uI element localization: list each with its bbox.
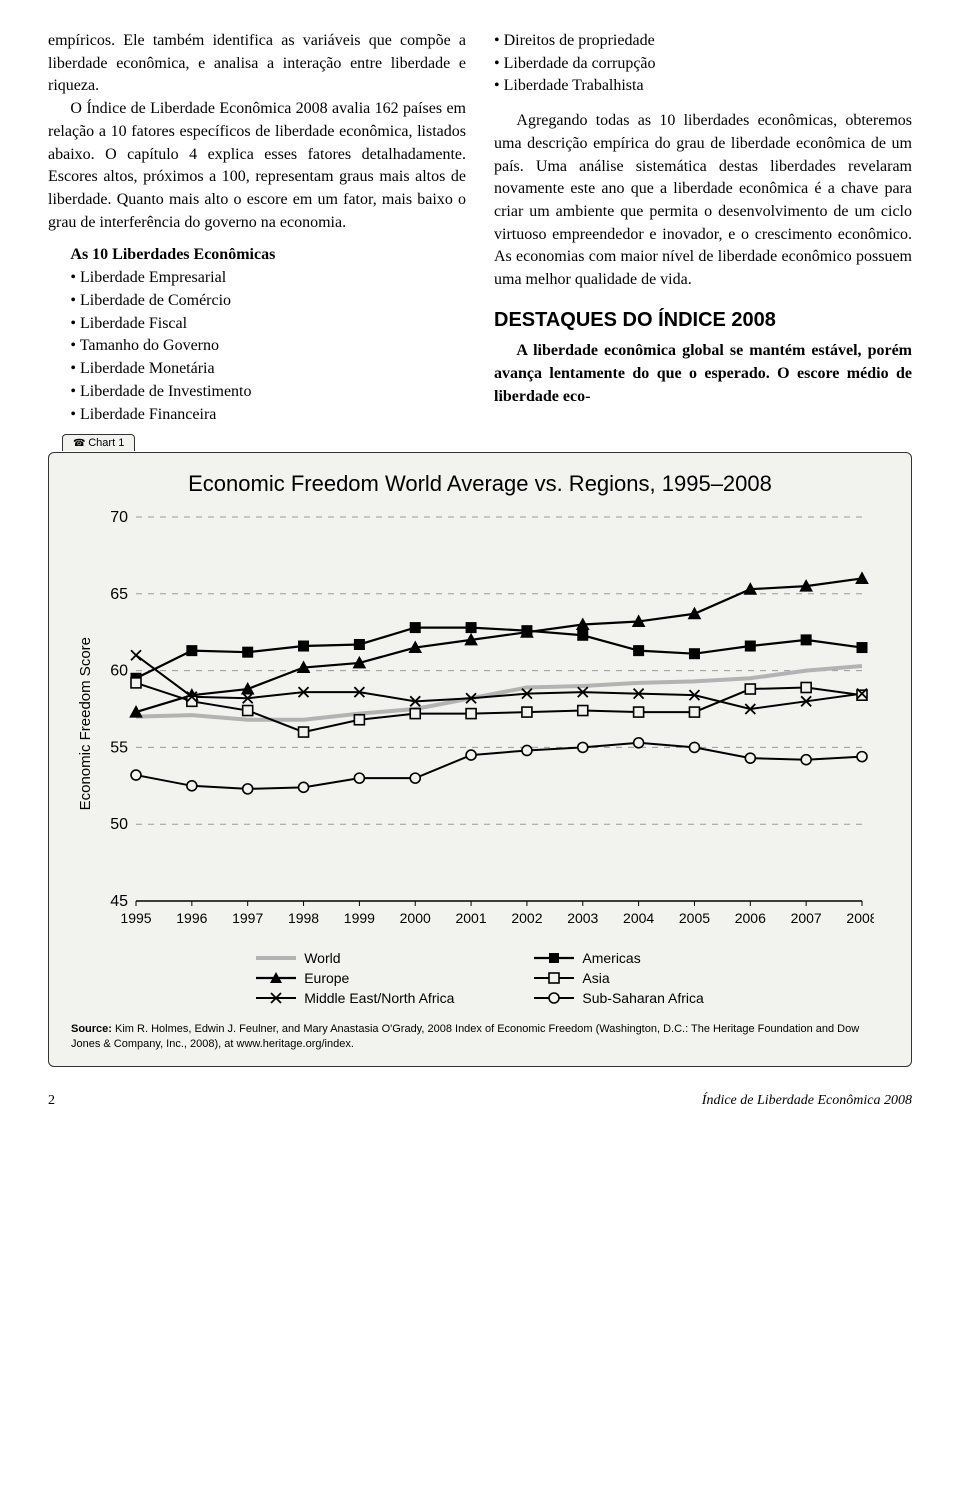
- svg-text:55: 55: [110, 740, 128, 757]
- svg-text:50: 50: [110, 816, 128, 833]
- svg-text:45: 45: [110, 893, 128, 910]
- liberties-list-right: Direitos de propriedade Liberdade da cor…: [494, 30, 912, 98]
- source-text: Kim R. Holmes, Edwin J. Feulner, and Mar…: [71, 1023, 859, 1050]
- right-column: Direitos de propriedade Liberdade da cor…: [494, 30, 912, 426]
- svg-text:60: 60: [110, 663, 128, 680]
- left-column: empíricos. Ele também identifica as vari…: [48, 30, 466, 426]
- list-item: Liberdade Monetária: [70, 358, 466, 381]
- legend-item: Europe: [256, 970, 454, 986]
- chart-1-container: Economic Freedom World Average vs. Regio…: [48, 452, 912, 1067]
- two-column-text: empíricos. Ele também identifica as vari…: [48, 30, 912, 426]
- para: O Índice de Liberdade Econômica 2008 ava…: [48, 98, 466, 234]
- list-item: Liberdade de Comércio: [70, 290, 466, 313]
- list-item: Liberdade Empresarial: [70, 267, 466, 290]
- para: A liberdade econômica global se mantém e…: [494, 340, 912, 408]
- svg-text:1999: 1999: [344, 910, 375, 926]
- list-heading: As 10 Liberdades Econômicas: [48, 244, 466, 267]
- svg-text:1998: 1998: [288, 910, 319, 926]
- legend-item: Americas: [534, 950, 703, 966]
- chart-y-axis-label: Economic Freedom Score: [71, 637, 94, 810]
- svg-text:1996: 1996: [176, 910, 207, 926]
- section-heading: DESTAQUES DO ÍNDICE 2008: [494, 306, 912, 334]
- list-item: Direitos de propriedade: [494, 30, 912, 53]
- chart-title: Economic Freedom World Average vs. Regio…: [71, 471, 889, 497]
- list-item: Tamanho do Governo: [70, 335, 466, 358]
- svg-text:2000: 2000: [400, 910, 431, 926]
- svg-text:2006: 2006: [735, 910, 766, 926]
- legend-item: Asia: [534, 970, 703, 986]
- chart-source: Source: Kim R. Holmes, Edwin J. Feulner,…: [71, 1022, 889, 1052]
- para: empíricos. Ele também identifica as vari…: [48, 30, 466, 98]
- svg-text:70: 70: [110, 511, 128, 526]
- svg-text:2003: 2003: [567, 910, 598, 926]
- chart-legend: World Americas Europe Asia Middle East/North…: [71, 950, 889, 1006]
- list-item: Liberdade Financeira: [70, 404, 466, 427]
- svg-text:2008: 2008: [846, 910, 874, 926]
- page-footer: 2 Índice de Liberdade Econômica 2008: [48, 1093, 912, 1109]
- svg-text:2005: 2005: [679, 910, 710, 926]
- list-item: Liberdade Trabalhista: [494, 75, 912, 98]
- svg-text:2002: 2002: [511, 910, 542, 926]
- svg-text:1995: 1995: [120, 910, 151, 926]
- svg-text:65: 65: [110, 586, 128, 603]
- para: Agregando todas as 10 liberdades econômi…: [494, 110, 912, 292]
- source-label: Source:: [71, 1023, 112, 1035]
- legend-item: World: [256, 950, 454, 966]
- page-number: 2: [48, 1093, 55, 1109]
- footer-title: Índice de Liberdade Econômica 2008: [702, 1093, 912, 1109]
- list-item: Liberdade da corrupção: [494, 53, 912, 76]
- chart-tab-label: Chart 1: [62, 434, 135, 451]
- list-item: Liberdade de Investimento: [70, 381, 466, 404]
- list-item: Liberdade Fiscal: [70, 313, 466, 336]
- svg-text:2007: 2007: [791, 910, 822, 926]
- legend-item: Sub-Saharan Africa: [534, 990, 703, 1006]
- liberties-list-left: Liberdade Empresarial Liberdade de Comér…: [48, 267, 466, 426]
- chart-svg: 45 50 55 60 65 70 1995 1996 1997 1998 1999 2000 2001…: [94, 511, 874, 931]
- svg-text:2001: 2001: [455, 910, 486, 926]
- svg-text:2004: 2004: [623, 910, 654, 926]
- svg-text:1997: 1997: [232, 910, 263, 926]
- legend-item: Middle East/North Africa: [256, 990, 454, 1006]
